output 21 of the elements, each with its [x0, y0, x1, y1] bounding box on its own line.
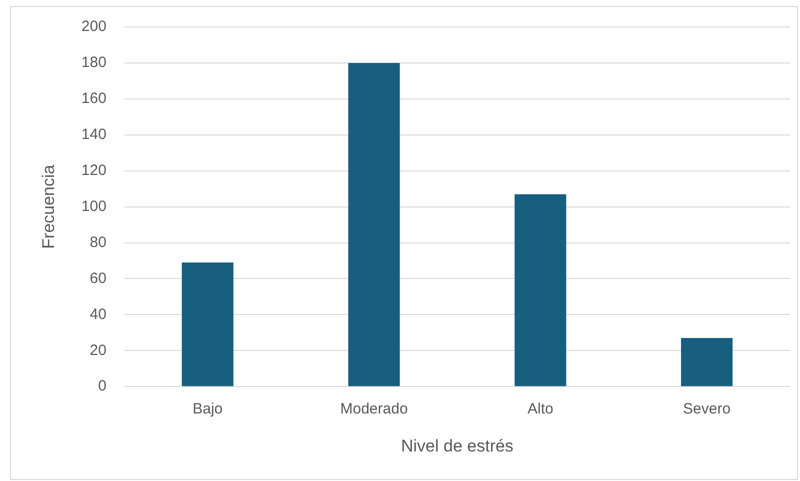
y-tick-label: 80: [90, 234, 106, 251]
x-axis-title: Nivel de estrés: [400, 436, 514, 456]
bar: [182, 262, 234, 386]
y-tick-label: 100: [81, 198, 106, 215]
x-tick-label: Moderado: [340, 400, 408, 418]
bar: [681, 338, 733, 386]
y-tick-label: 40: [90, 306, 106, 323]
bar: [514, 194, 566, 386]
y-axis-title: Frecuencia: [38, 164, 58, 249]
y-tick-label: 120: [81, 162, 106, 179]
x-tick-label: Alto: [527, 400, 554, 418]
y-tick-label: 200: [81, 18, 106, 36]
y-tick-label: 140: [81, 126, 106, 144]
bar: [348, 62, 400, 386]
x-tick-label: Bajo: [192, 400, 223, 418]
y-tick-label: 180: [81, 54, 106, 72]
x-tick-label: Severo: [683, 400, 731, 418]
y-tick-label: 160: [81, 90, 106, 108]
y-tick-label: 20: [90, 342, 106, 359]
y-tick-label: 60: [90, 270, 106, 287]
y-tick-label: 0: [98, 378, 106, 395]
